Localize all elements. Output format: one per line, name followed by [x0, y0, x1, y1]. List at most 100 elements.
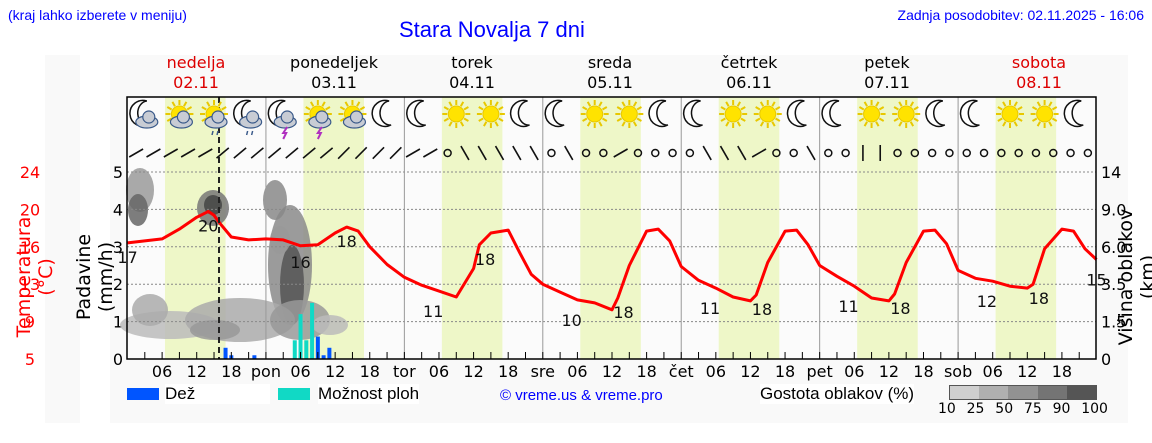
- temperature-tick: 24: [20, 163, 40, 182]
- moon-icon: [371, 99, 392, 128]
- calm-wind-icon: [945, 148, 954, 158]
- sun-icon: [442, 100, 471, 128]
- x-tick-label: 06: [429, 362, 449, 381]
- temperature-label: 18: [613, 303, 633, 322]
- x-tick-label: 06: [706, 362, 726, 381]
- wind-barb-icon: [613, 148, 628, 158]
- wind-barb-icon: [354, 146, 368, 160]
- calm-wind-icon: [1083, 148, 1093, 158]
- day-date: 03.11: [311, 73, 357, 92]
- x-tick-label: 18: [498, 362, 518, 381]
- day-dividers: [265, 97, 959, 359]
- calm-wind-icon: [1066, 148, 1075, 158]
- wind-barb-icon: [267, 147, 282, 159]
- temp-axis-panel: [45, 55, 80, 423]
- temperature-label: 18: [475, 250, 495, 269]
- daylight-band: [580, 97, 641, 359]
- day-name: četrtek: [720, 53, 778, 72]
- day-name: torek: [451, 53, 493, 72]
- day-label-5: petek 07.11: [827, 53, 947, 93]
- moon-icon: [648, 99, 669, 128]
- day-name: sobota: [1011, 53, 1067, 72]
- rain-bar: [321, 355, 326, 359]
- day-date: 07.11: [864, 73, 910, 92]
- moon-icon: [786, 99, 807, 128]
- day-date: 06.11: [726, 73, 772, 92]
- day-name: ponedeljek: [290, 53, 378, 72]
- day-date: 02.11: [173, 73, 219, 92]
- x-tick-label: 18: [360, 362, 380, 381]
- day-label-4: četrtek 06.11: [689, 53, 809, 93]
- day-label-3: sreda 05.11: [550, 53, 670, 93]
- rain-bar: [327, 347, 332, 359]
- day-label-0: nedelja 02.11: [136, 53, 256, 93]
- sun-icon: [580, 100, 609, 128]
- temperature-label: 18: [890, 299, 910, 318]
- precipitation-tick: 1: [113, 313, 123, 332]
- scale-label: 10: [938, 401, 956, 417]
- location-hint[interactable]: (kraj lahko izberete v meniju): [8, 7, 187, 23]
- wind-barb-icon: [250, 147, 264, 159]
- calm-wind-icon: [443, 148, 452, 158]
- shower-bar: [304, 340, 309, 359]
- wind-barb-icon: [319, 147, 334, 159]
- cloud-blob: [312, 315, 348, 335]
- rain-bar: [315, 336, 320, 359]
- moon-icon: [925, 99, 946, 128]
- x-tick-label: 18: [775, 362, 795, 381]
- wind-barb-icon: [146, 148, 161, 158]
- wind-barb-icon: [737, 145, 747, 161]
- wind-barb-icon: [285, 147, 299, 159]
- calm-wind-icon: [927, 148, 937, 158]
- scale-swatch-25: [979, 386, 1009, 399]
- cloud-density-shading: [120, 168, 348, 342]
- shower-bar: [310, 302, 315, 359]
- scale-swatch-90: [1066, 386, 1097, 399]
- wind-barb-icon: [477, 145, 487, 161]
- moon-icon: [821, 99, 842, 128]
- calm-wind-icon: [979, 148, 989, 158]
- moon-icon: [682, 99, 703, 128]
- wind-barb-icon: [405, 148, 421, 158]
- x-tick-label: 18: [636, 362, 656, 381]
- daylight-band: [718, 97, 780, 359]
- day-name: petek: [864, 53, 910, 72]
- calm-wind-icon: [685, 148, 695, 158]
- temperature-label: 20: [198, 216, 218, 235]
- cloud-density-scale-labels: 10 25 50 75 90 100: [938, 401, 1108, 417]
- wind-barb-icon: [751, 148, 767, 158]
- cloud-blob: [190, 320, 240, 340]
- shower-bar: [292, 340, 297, 359]
- x-tick-label: 18: [221, 362, 241, 381]
- weather-icons: [129, 99, 1084, 140]
- temperature-label: 18: [1029, 289, 1049, 308]
- x-tick-label: 06: [983, 362, 1003, 381]
- x-tick-label: pet: [807, 362, 833, 381]
- day-name: nedelja: [166, 53, 226, 72]
- x-tick-label: 12: [463, 362, 483, 381]
- moon-cloud-thunder-icon: [267, 99, 297, 140]
- wind-barb-icon: [460, 145, 470, 161]
- sun-cloud-rain-icon: [200, 100, 229, 136]
- last-update: Zadnja posodobitev: 02.11.2025 - 16:06: [897, 7, 1144, 23]
- sun-icon: [996, 100, 1025, 128]
- wind-barb-icon: [806, 145, 816, 161]
- precipitation-ticks: 0 1 2 3 4 5: [113, 163, 123, 369]
- wind-barb-icon: [564, 145, 574, 161]
- day-date: 04.11: [449, 73, 495, 92]
- sun-cloud-icon: [165, 100, 194, 129]
- sun-icon: [1030, 100, 1059, 128]
- precipitation-tick: 5: [113, 163, 123, 182]
- moon-icon: [406, 99, 427, 128]
- moon-cloud-rain-icon: [233, 99, 263, 136]
- credit-link[interactable]: © vreme.us & vreme.pro: [500, 387, 663, 404]
- wind-barb-icon: [128, 148, 144, 158]
- temperature-label: 10: [561, 311, 581, 330]
- day-date: 08.11: [1016, 73, 1062, 92]
- precipitation-tick: 3: [113, 238, 123, 257]
- wind-barb-icon: [719, 145, 730, 161]
- x-tick-label: sre: [531, 362, 555, 381]
- calm-wind-icon: [547, 148, 556, 158]
- wind-barb-icon: [702, 145, 712, 161]
- calm-wind-icon: [772, 148, 781, 158]
